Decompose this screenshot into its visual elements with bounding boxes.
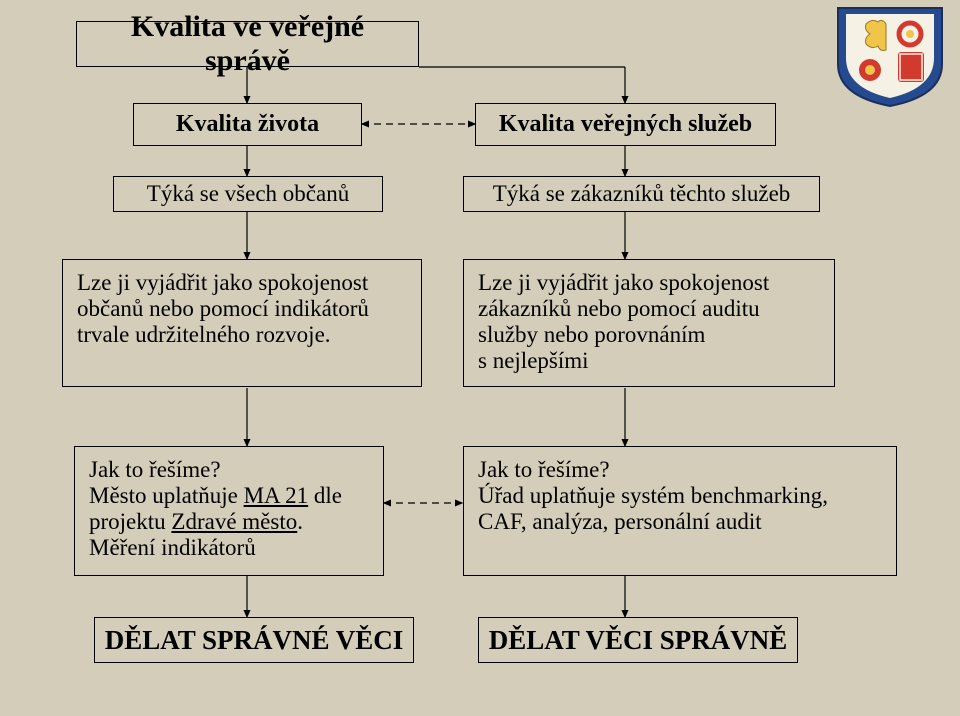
left-conclusion-box: DĚLAT SPRÁVNÉ VĚCI	[94, 617, 414, 663]
right-conclusion-box: DĚLAT VĚCI SPRÁVNĚ	[478, 617, 798, 663]
left-how-question: Jak to řešíme?	[89, 457, 369, 483]
title-text: Kvalita ve veřejné správě	[85, 10, 410, 78]
left-header-text: Kvalita života	[176, 111, 319, 138]
left-how-answer: Město uplatňuje MA 21 dle projektu Zdrav…	[89, 483, 369, 561]
left-how-box: Jak to řešíme? Město uplatňuje MA 21 dle…	[74, 446, 384, 576]
right-how-question: Jak to řešíme?	[478, 457, 882, 483]
right-scope-text: Týká se zákazníků těchto služeb	[493, 181, 791, 207]
left-column-header: Kvalita života	[133, 103, 362, 146]
left-expression-box: Lze ji vyjádřit jako spokojenost občanů …	[62, 259, 422, 387]
left-scope-text: Týká se všech občanů	[147, 181, 349, 207]
left-scope-box: Týká se všech občanů	[113, 176, 383, 212]
left-conclusion-text: DĚLAT SPRÁVNÉ VĚCI	[105, 625, 404, 656]
diagram-title: Kvalita ve veřejné správě	[76, 21, 419, 67]
right-expression-text: Lze ji vyjádřit jako spokojenost zákazní…	[478, 270, 820, 374]
right-expression-box: Lze ji vyjádřit jako spokojenost zákazní…	[463, 259, 835, 387]
right-how-box: Jak to řešíme? Úřad uplatňuje systém ben…	[463, 446, 897, 576]
right-conclusion-text: DĚLAT VĚCI SPRÁVNĚ	[489, 625, 788, 656]
right-header-text: Kvalita veřejných služeb	[499, 111, 752, 138]
right-column-header: Kvalita veřejných služeb	[475, 103, 776, 146]
right-scope-box: Týká se zákazníků těchto služeb	[463, 176, 820, 212]
left-expression-text: Lze ji vyjádřit jako spokojenost občanů …	[77, 270, 407, 348]
right-how-answer: Úřad uplatňuje systém benchmarking, CAF,…	[478, 483, 882, 535]
coat-of-arms	[820, 0, 960, 110]
